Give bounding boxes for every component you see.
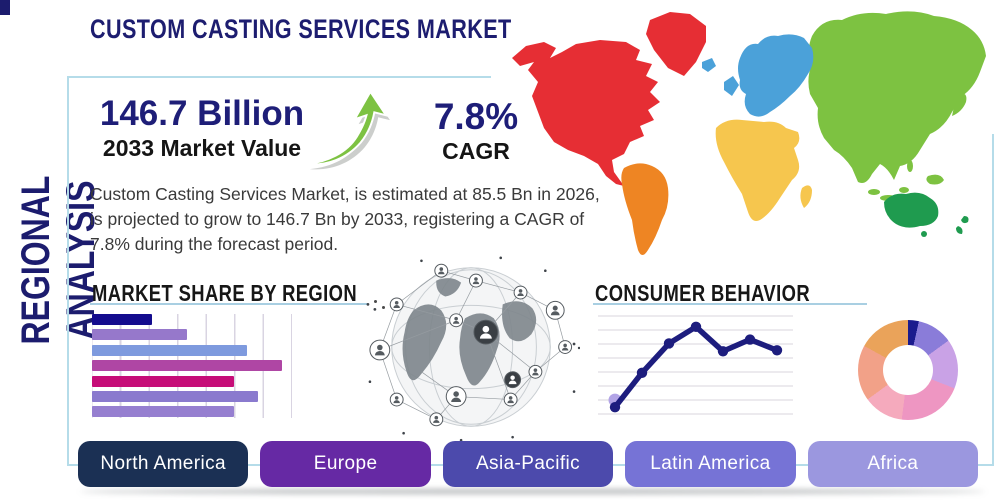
- consumer-behavior-line-chart: [598, 315, 793, 415]
- user-node: [504, 371, 522, 389]
- consumer-behavior-heading: CONSUMER BEHAVIOR: [595, 280, 811, 306]
- region-button-north-america[interactable]: North America: [78, 441, 249, 487]
- market-donut-chart: [858, 320, 958, 420]
- market-share-bar-6: [92, 390, 258, 402]
- map-south-america[interactable]: [621, 163, 669, 255]
- user-node: [473, 319, 499, 345]
- map-greenland[interactable]: [646, 12, 706, 76]
- globe-continents: [402, 278, 537, 386]
- region-button-europe[interactable]: Europe: [260, 441, 431, 487]
- panel-border-right: [992, 134, 994, 466]
- panel-drop-shadow: [80, 489, 985, 494]
- user-node: [545, 300, 565, 320]
- market-share-underline: [90, 300, 377, 305]
- region-button-latin-america[interactable]: Latin America: [625, 441, 796, 487]
- map-new-zealand[interactable]: [956, 216, 969, 234]
- user-node: [429, 412, 444, 427]
- user-node: [558, 340, 573, 354]
- donut-hole: [883, 345, 933, 395]
- market-share-bar-3: [92, 344, 247, 356]
- corner-accent-square: [0, 0, 10, 15]
- globe-network-illustration: [366, 256, 580, 442]
- map-madagascar[interactable]: [800, 185, 812, 208]
- decorative-dots: [366, 256, 580, 442]
- map-australia[interactable]: [884, 192, 939, 228]
- growth-arrow-icon: [305, 89, 390, 170]
- market-share-bar-5: [92, 375, 234, 387]
- map-north-america[interactable]: [512, 40, 660, 186]
- panel-border-top: [67, 76, 491, 78]
- world-map: [512, 11, 986, 255]
- map-tasmania[interactable]: [921, 231, 927, 237]
- map-europe[interactable]: [738, 34, 814, 117]
- user-node: [503, 392, 518, 407]
- network-user-nodes: [369, 263, 573, 427]
- market-share-heading: MARKET SHARE BY REGION: [92, 280, 358, 306]
- market-value-block: 146.7 Billion 2033 Market Value: [92, 94, 312, 162]
- map-united-kingdom[interactable]: [724, 76, 739, 96]
- user-node: [445, 386, 467, 407]
- market-share-bar-7: [92, 406, 234, 418]
- market-share-bar-2: [92, 329, 187, 341]
- page-title: CUSTOM CASTING SERVICES MARKET: [90, 14, 512, 44]
- panel-border-left: [67, 76, 69, 466]
- user-node: [389, 297, 404, 312]
- user-node: [449, 313, 464, 328]
- cagr-label: CAGR: [442, 138, 510, 164]
- consumer-behavior-underline: [593, 303, 867, 305]
- cagr-value: 7.8%: [433, 96, 519, 137]
- market-description: Custom Casting Services Market, is estim…: [90, 184, 600, 254]
- user-node: [434, 263, 449, 278]
- market-share-bar-4: [92, 360, 282, 372]
- user-node: [389, 392, 404, 407]
- cagr-block: 7.8% CAGR: [428, 98, 524, 165]
- map-iceland[interactable]: [702, 58, 716, 72]
- market-value: 146.7 Billion: [99, 94, 305, 133]
- user-node: [513, 285, 528, 300]
- market-share-bar-1: [92, 314, 152, 325]
- market-share-bar-chart: [92, 314, 292, 418]
- region-button-africa[interactable]: Africa: [807, 441, 979, 487]
- map-japan[interactable]: [952, 93, 967, 116]
- market-value-label: 2033 Market Value: [102, 134, 302, 161]
- region-buttons-row: North America Europe Asia-Pacific Latin …: [78, 441, 979, 487]
- user-node: [369, 339, 391, 361]
- map-asia[interactable]: [808, 11, 986, 183]
- sidebar-vertical-title: REGIONAL ANALYSIS: [14, 175, 103, 345]
- map-africa[interactable]: [715, 119, 800, 221]
- user-node: [469, 273, 483, 288]
- user-node: [528, 364, 543, 379]
- region-button-asia-pacific[interactable]: Asia-Pacific: [442, 441, 614, 487]
